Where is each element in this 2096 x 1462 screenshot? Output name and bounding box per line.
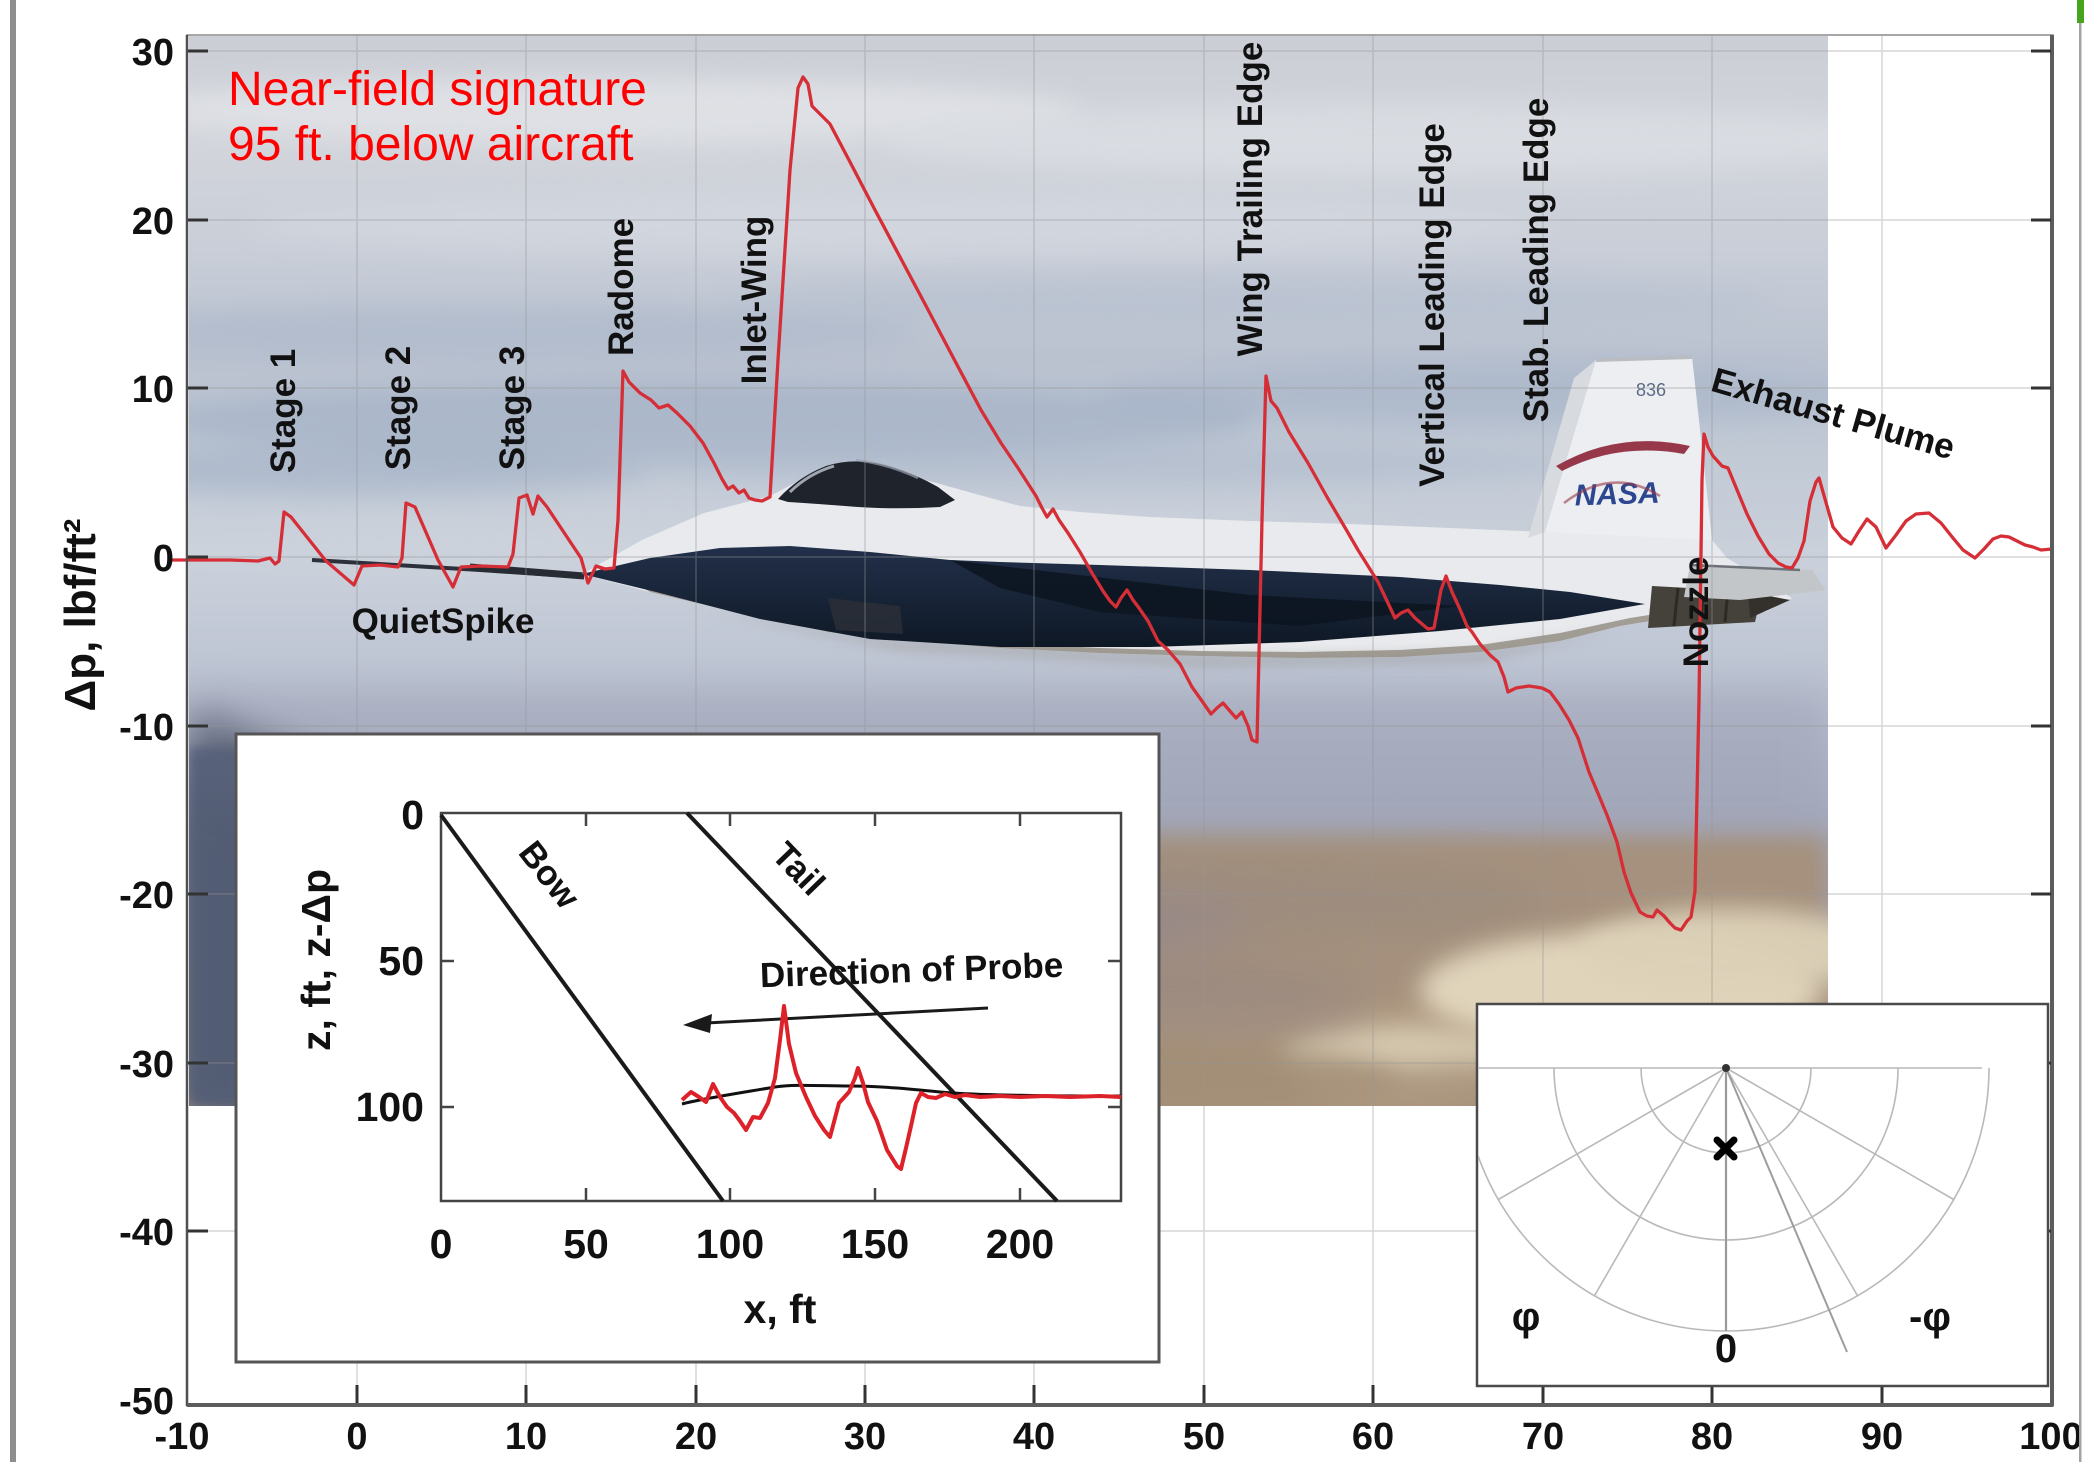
svg-text:Vertical Leading Edge: Vertical Leading Edge (1413, 123, 1452, 487)
svg-text:Stage 1: Stage 1 (264, 349, 303, 474)
svg-text:50: 50 (1183, 1416, 1225, 1458)
svg-text:0: 0 (430, 1221, 453, 1267)
svg-text:100: 100 (356, 1084, 424, 1130)
svg-text:Near-field signature: Near-field signature (228, 63, 647, 116)
svg-text:-20: -20 (119, 875, 174, 917)
svg-text:50: 50 (563, 1221, 609, 1267)
svg-text:Wing Trailing Edge: Wing Trailing Edge (1231, 42, 1270, 357)
svg-text:10: 10 (505, 1416, 547, 1458)
svg-text:70: 70 (1522, 1416, 1564, 1458)
svg-text:Nozzle: Nozzle (1677, 557, 1716, 668)
svg-text:0: 0 (346, 1416, 367, 1458)
svg-text:50: 50 (378, 938, 424, 984)
svg-text:Inlet-Wing: Inlet-Wing (735, 216, 774, 385)
svg-text:-30: -30 (119, 1044, 174, 1086)
svg-text:z, ft, z-Δp: z, ft, z-Δp (293, 869, 339, 1051)
svg-text:-40: -40 (119, 1212, 174, 1254)
svg-text:10: 10 (132, 369, 174, 411)
svg-text:φ: φ (1512, 1295, 1541, 1339)
svg-text:100: 100 (2019, 1416, 2082, 1458)
svg-text:-50: -50 (119, 1381, 174, 1423)
svg-text:-10: -10 (155, 1416, 210, 1458)
svg-text:200: 200 (986, 1221, 1054, 1267)
svg-text:Stage 3: Stage 3 (493, 346, 532, 471)
svg-text:20: 20 (675, 1416, 717, 1458)
svg-text:QuietSpike: QuietSpike (352, 602, 535, 641)
svg-text:-φ: -φ (1909, 1295, 1951, 1339)
svg-text:Stage 2: Stage 2 (379, 346, 418, 471)
svg-text:30: 30 (132, 32, 174, 74)
svg-text:-10: -10 (119, 707, 174, 749)
svg-text:20: 20 (132, 201, 174, 243)
svg-text:95 ft. below aircraft: 95 ft. below aircraft (228, 118, 634, 171)
svg-text:Stab. Leading Edge: Stab. Leading Edge (1517, 98, 1556, 423)
svg-text:836: 836 (1636, 380, 1666, 400)
svg-text:150: 150 (841, 1221, 909, 1267)
svg-text:x, ft: x, ft (744, 1286, 817, 1332)
svg-text:Δp, lbf/ft²: Δp, lbf/ft² (56, 519, 105, 712)
svg-text:0: 0 (1715, 1327, 1737, 1371)
svg-text:Radome: Radome (602, 218, 641, 356)
svg-text:0: 0 (153, 538, 174, 580)
svg-text:40: 40 (1013, 1416, 1055, 1458)
svg-text:90: 90 (1861, 1416, 1903, 1458)
svg-text:30: 30 (844, 1416, 886, 1458)
svg-text:60: 60 (1352, 1416, 1394, 1458)
svg-text:0: 0 (401, 792, 424, 838)
svg-text:80: 80 (1691, 1416, 1733, 1458)
svg-text:100: 100 (696, 1221, 764, 1267)
